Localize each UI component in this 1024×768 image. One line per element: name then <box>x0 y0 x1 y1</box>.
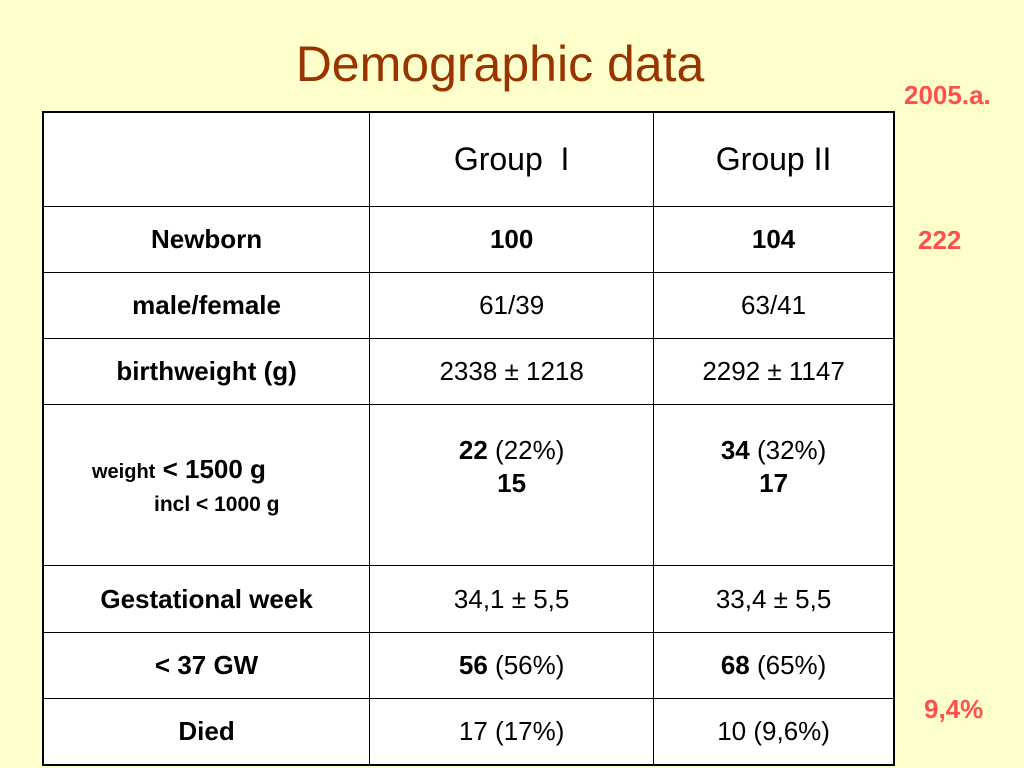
row-label-sex: male/female <box>42 272 371 339</box>
row-label-died: Died <box>42 698 371 766</box>
low-weight-group-1: 22 (22%) 15 <box>369 404 655 566</box>
table-row-gestational-week: Gestational week 34,1 ± 5,5 33,4 ± 5,5 <box>42 565 895 633</box>
preterm-g2-count: 68 <box>720 650 750 680</box>
low-weight-g1-sub: 15 <box>497 468 527 498</box>
birthweight-group-2: 2292 ± 1147 <box>653 338 895 405</box>
newborn-group-1: 100 <box>369 206 655 273</box>
table-row-newborn: Newborn 100 104 <box>42 206 895 273</box>
header-empty-cell <box>42 111 371 207</box>
year-note: 2005.a. <box>904 80 991 110</box>
died-group-1: 17 (17%) <box>369 698 655 766</box>
demographic-table: Group I Group II Newborn 100 104 male/fe… <box>42 111 895 766</box>
row-label-birthweight: birthweight (g) <box>42 338 371 405</box>
low-weight-label-main: weight < 1500 g <box>50 454 363 485</box>
birthweight-group-1: 2338 ± 1218 <box>369 338 655 405</box>
low-weight-g1-pct: (22%) <box>487 435 565 465</box>
sex-group-2: 63/41 <box>653 272 895 339</box>
sex-group-1: 61/39 <box>369 272 655 339</box>
low-weight-g2-pct: (32%) <box>749 435 827 465</box>
slide-title: Demographic data <box>295 36 705 92</box>
low-weight-group-2: 34 (32%) 17 <box>653 404 895 566</box>
table-header-row: Group I Group II <box>42 111 895 207</box>
preterm-group-1: 56 (56%) <box>369 632 655 699</box>
row-label-preterm: < 37 GW <box>42 632 371 699</box>
table-row-died: Died 17 (17%) 10 (9,6%) <box>42 698 895 766</box>
low-weight-threshold: < 1500 g <box>162 453 266 484</box>
table-row-sex: male/female 61/39 63/41 <box>42 272 895 339</box>
preterm-g2-pct: (65%) <box>749 650 827 680</box>
low-weight-prefix: weight <box>92 460 156 483</box>
newborn-total-note: 222 <box>918 225 962 255</box>
gestational-week-group-2: 33,4 ± 5,5 <box>653 565 895 633</box>
low-weight-g2-line: 34 (32%) <box>721 435 827 465</box>
preterm-g1-pct: (56%) <box>487 650 565 680</box>
row-label-gestational-week: Gestational week <box>42 565 371 633</box>
died-group-2: 10 (9,6%) <box>653 698 895 766</box>
table-row-low-weight: weight < 1500 g incl < 1000 g 22 (22%) 1… <box>42 404 895 566</box>
table-row-preterm: < 37 GW 56 (56%) 68 (65%) <box>42 632 895 699</box>
header-group-2: Group II <box>653 111 895 207</box>
died-total-note: 9,4% <box>924 694 984 724</box>
row-label-newborn: Newborn <box>42 206 371 273</box>
low-weight-g2-count: 34 <box>720 435 750 465</box>
table-row-birthweight: birthweight (g) 2338 ± 1218 2292 ± 1147 <box>42 338 895 405</box>
low-weight-g1-count: 22 <box>458 435 488 465</box>
low-weight-g1-line: 22 (22%) <box>459 435 565 465</box>
preterm-group-2: 68 (65%) <box>653 632 895 699</box>
low-weight-label-sub: incl < 1000 g <box>154 492 280 516</box>
newborn-group-2: 104 <box>653 206 895 273</box>
gestational-week-group-1: 34,1 ± 5,5 <box>369 565 655 633</box>
row-label-low-weight: weight < 1500 g incl < 1000 g <box>42 404 371 566</box>
low-weight-g2-sub: 17 <box>759 468 789 498</box>
preterm-g1-count: 56 <box>458 650 488 680</box>
header-group-1: Group I <box>369 111 655 207</box>
